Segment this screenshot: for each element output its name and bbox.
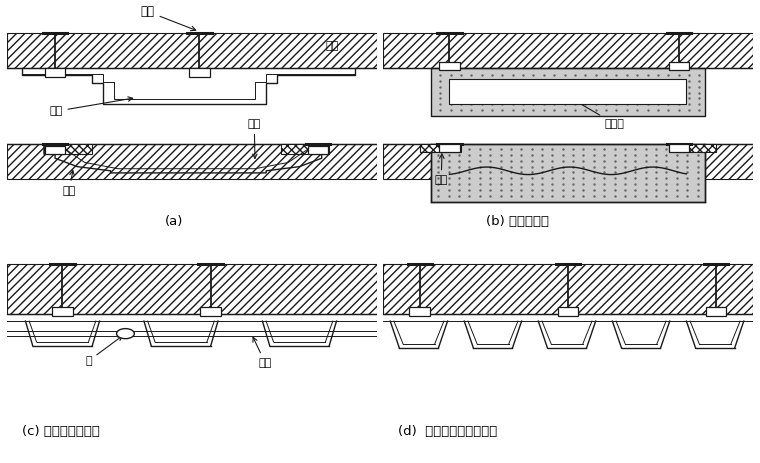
Bar [449,79,686,104]
Bar [410,307,430,316]
Bar [7,144,377,179]
Bar [705,307,727,316]
Text: (b) 使用隔热材: (b) 使用隔热材 [486,215,549,228]
Circle shape [116,329,135,338]
Text: 隔热材: 隔热材 [572,99,625,129]
Bar [281,144,329,154]
Text: (c) 管内可能清扫者: (c) 管内可能清扫者 [22,425,100,438]
Bar [44,144,92,154]
Bar [45,68,65,77]
Bar [189,68,210,77]
Bar [52,307,73,316]
Text: (d)  管并列呈面状导水者: (d) 管并列呈面状导水者 [397,425,497,438]
Bar [383,263,753,314]
Bar [7,263,377,314]
Bar [7,33,377,68]
Bar [200,307,221,316]
Bar [439,144,460,152]
Bar [669,144,689,152]
Text: 夹具: 夹具 [435,154,448,185]
Bar [431,68,705,116]
Bar [383,144,753,179]
Text: 槎材: 槎材 [253,337,272,368]
Bar [669,62,689,70]
Text: 锚栓: 锚栓 [141,5,196,31]
Bar [420,144,461,152]
Bar [558,307,578,316]
Text: 板材: 板材 [248,119,261,158]
Bar [45,146,65,154]
Bar [308,146,328,154]
Bar [383,33,753,68]
Bar [439,62,460,70]
Text: 衬砌: 衬砌 [325,41,339,51]
Text: 管: 管 [85,336,122,366]
Text: 管材: 管材 [49,97,132,116]
Text: 夹具: 夹具 [62,170,76,196]
Text: (a): (a) [164,215,182,228]
Bar [676,144,716,152]
Bar [431,144,705,202]
